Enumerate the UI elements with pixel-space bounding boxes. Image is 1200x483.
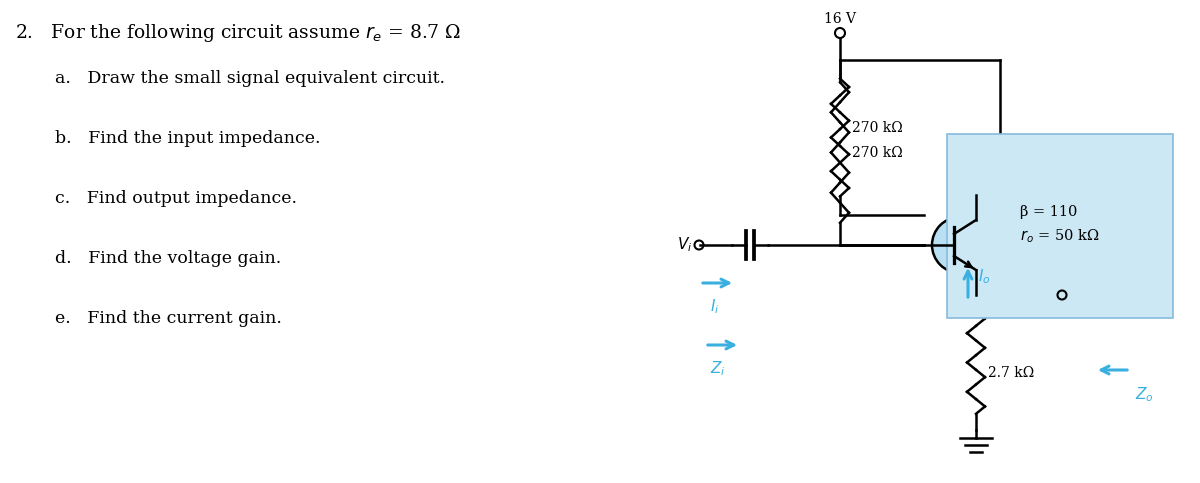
Text: $I_o$: $I_o$ [978, 268, 990, 286]
Text: 270 kΩ: 270 kΩ [852, 120, 902, 134]
Text: d.   Find the voltage gain.: d. Find the voltage gain. [55, 250, 281, 267]
Text: e.   Find the current gain.: e. Find the current gain. [55, 310, 282, 327]
Text: $Z_o$: $Z_o$ [1135, 385, 1154, 404]
Text: 2.   For the following circuit assume $r_e$ = 8.7 Ω: 2. For the following circuit assume $r_e… [14, 22, 461, 44]
Text: $V_o$: $V_o$ [1068, 285, 1086, 304]
Text: b.   Find the input impedance.: b. Find the input impedance. [55, 130, 320, 147]
Text: $I_i$: $I_i$ [710, 297, 720, 316]
Text: a.   Draw the small signal equivalent circuit.: a. Draw the small signal equivalent circ… [55, 70, 445, 87]
Circle shape [932, 217, 988, 273]
Text: $V_i$: $V_i$ [677, 236, 692, 255]
Text: 16 V: 16 V [824, 12, 856, 26]
Text: $Z_i$: $Z_i$ [710, 359, 726, 378]
Text: β = 110
$r_o$ = 50 kΩ: β = 110 $r_o$ = 50 kΩ [1020, 205, 1099, 245]
Text: c.   Find output impedance.: c. Find output impedance. [55, 190, 298, 207]
Text: 270 kΩ: 270 kΩ [852, 145, 902, 159]
Text: 2.7 kΩ: 2.7 kΩ [988, 366, 1034, 380]
